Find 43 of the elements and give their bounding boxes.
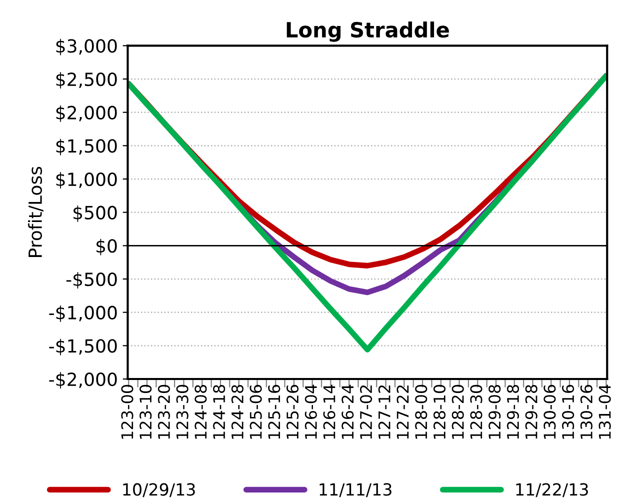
legend-label: 11/22/13 [516, 483, 588, 498]
x-tick-label: 123-20 [158, 384, 170, 439]
x-tick-label: 123-00 [121, 384, 134, 439]
x-tick-label: 127-02 [360, 385, 372, 439]
x-tick-label: 130-06 [544, 384, 556, 439]
x-tick-label: 126-14 [323, 384, 336, 439]
x-tick-label: 129-08 [488, 384, 501, 439]
x-tick-label: 131-04 [598, 384, 611, 439]
x-tick-label: 123-30 [176, 384, 188, 439]
y-axis-title: Profit/Loss [28, 166, 44, 257]
y-tick-label: $0 [96, 238, 117, 256]
x-tick-label: 129-18 [506, 384, 520, 439]
chart-title: Long Straddle [286, 22, 449, 42]
x-tick-label: 130-16 [562, 384, 574, 439]
x-tick-label: 128-00 [415, 384, 428, 439]
x-tick-label: 125-16 [268, 384, 280, 439]
y-tick-label: $1,000 [56, 172, 117, 189]
y-tick-label: $1,500 [56, 138, 117, 156]
y-tick-label: $2,500 [56, 72, 117, 89]
legend-label: 10/29/13 [123, 483, 195, 498]
x-tick-label: 126-24 [342, 384, 354, 439]
x-tick-label: 124-28 [231, 384, 244, 439]
y-tick-label: $500 [74, 205, 117, 222]
x-tick-label: 127-12 [378, 385, 390, 439]
x-tick-label: 124-18 [213, 384, 226, 439]
x-tick-label: 129-28 [525, 384, 538, 439]
x-tick-label: 123-10 [140, 384, 152, 439]
x-tick-label: 125-26 [286, 384, 299, 439]
x-tick-label: 128-30 [470, 384, 482, 439]
x-tick-label: 124-08 [194, 384, 207, 439]
x-tick-label: 130-26 [580, 384, 592, 439]
y-tick-label: -$500 [66, 272, 117, 289]
legend-label: 11/11/13 [320, 483, 392, 498]
y-tick-label: -$1,000 [49, 305, 117, 322]
y-tick-label: $3,000 [56, 38, 117, 56]
x-tick-label: 128-10 [433, 384, 446, 439]
y-tick-label: $2,000 [56, 105, 117, 122]
x-tick-label: 126-04 [304, 384, 317, 439]
y-tick-label: -$1,500 [49, 338, 117, 356]
x-tick-label: 125-06 [250, 384, 262, 439]
y-tick-label: -$2,000 [49, 372, 117, 389]
x-tick-label: 127-22 [396, 385, 409, 439]
x-tick-label: 128-20 [452, 384, 464, 439]
